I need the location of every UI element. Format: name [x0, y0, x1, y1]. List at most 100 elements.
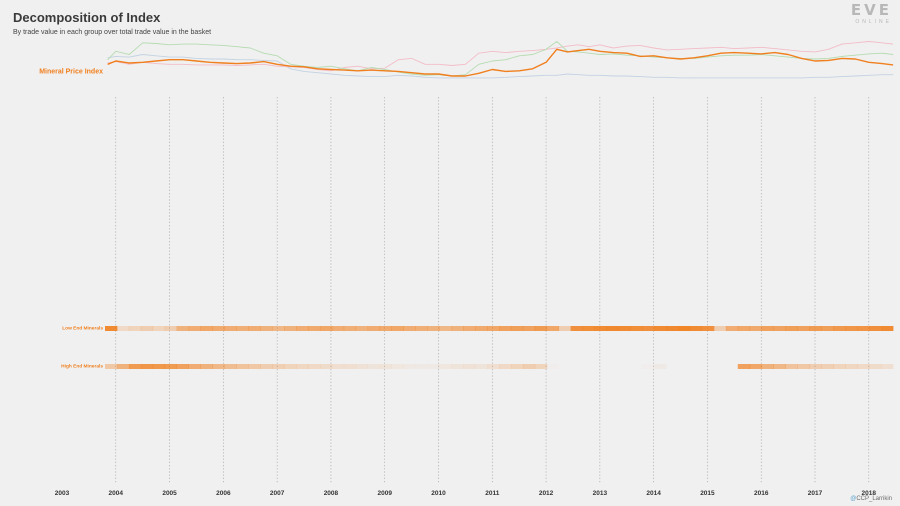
- heat-cell: [881, 326, 894, 331]
- series-point: [505, 52, 507, 53]
- heat-cell: [105, 326, 118, 331]
- series-point: [330, 65, 332, 67]
- series-point: [613, 47, 614, 49]
- series-point: [578, 51, 579, 53]
- series-point: [774, 55, 775, 57]
- series-point: [720, 55, 722, 57]
- x-tick-label: 2008: [324, 490, 339, 497]
- heat-cell: [439, 326, 452, 331]
- series-point: [532, 50, 533, 51]
- heat-cell: [284, 364, 297, 369]
- heat-cell: [499, 326, 512, 331]
- series-point: [370, 67, 372, 68]
- heat-cell: [200, 326, 213, 331]
- chart-subtitle: By trade value in each group over total …: [13, 29, 212, 36]
- series-point: [518, 76, 520, 77]
- heat-cell: [116, 326, 130, 331]
- series-point: [639, 56, 641, 57]
- series-point: [578, 50, 579, 51]
- heat-cell: [845, 364, 858, 369]
- x-tick-label: 2016: [754, 490, 769, 497]
- heat-cell: [355, 326, 369, 331]
- heat-cell: [642, 364, 654, 369]
- series-point: [344, 75, 345, 76]
- x-tick-label: 2017: [808, 490, 823, 497]
- series-point: [653, 76, 654, 78]
- heat-cell: [212, 326, 225, 331]
- heat-cell: [475, 326, 488, 331]
- series-point: [828, 76, 829, 78]
- series-point: [384, 70, 386, 72]
- logo-mark: EVE: [850, 1, 892, 19]
- series-point: [169, 63, 170, 65]
- series-point: [841, 58, 843, 59]
- heat-cell: [248, 326, 261, 331]
- series-point: [774, 48, 775, 49]
- series-point: [263, 60, 264, 61]
- series-point: [599, 50, 601, 52]
- series-point: [588, 49, 590, 50]
- series-point: [774, 77, 775, 79]
- heat-cell: [773, 364, 786, 369]
- series-point: [760, 47, 762, 48]
- series-point: [578, 74, 579, 75]
- x-tick-label: 2013: [593, 490, 608, 497]
- heat-cell: [260, 364, 273, 369]
- series-point: [707, 47, 708, 49]
- index-series-label: Mineral Price Index: [39, 69, 103, 76]
- series-point: [169, 44, 170, 46]
- heat-cell: [176, 326, 189, 331]
- series-point: [828, 60, 829, 61]
- heat-cell: [224, 364, 237, 369]
- series-point: [626, 45, 628, 47]
- heat-cell: [403, 326, 416, 331]
- series-point: [236, 65, 238, 66]
- series-point: [451, 77, 453, 79]
- series-point: [567, 73, 568, 75]
- x-tick-label: 2009: [377, 490, 392, 497]
- series-point: [142, 42, 143, 44]
- heat-cell: [833, 364, 846, 369]
- heat-cell: [702, 364, 714, 369]
- heat-cell: [534, 364, 548, 369]
- series-point: [209, 64, 211, 66]
- series-point: [734, 54, 735, 56]
- series-point: [491, 60, 493, 62]
- series-point: [828, 58, 829, 59]
- heat-cell: [522, 326, 536, 331]
- series-point: [317, 72, 318, 73]
- series-point: [196, 43, 197, 45]
- heat-cell: [713, 326, 727, 331]
- series-point: [424, 75, 426, 76]
- series-point: [567, 45, 568, 47]
- heat-cell: [749, 364, 763, 369]
- series-point: [438, 77, 439, 79]
- series-point: [801, 77, 802, 79]
- heat-cell: [833, 326, 846, 331]
- series-point: [107, 63, 109, 65]
- series-point: [588, 46, 590, 47]
- series-point: [747, 52, 749, 54]
- series-point: [182, 43, 184, 45]
- heat-cell: [164, 326, 178, 331]
- heat-cell: [116, 364, 130, 369]
- heat-cell: [785, 364, 798, 369]
- series-point: [747, 47, 749, 49]
- series-point: [370, 68, 372, 70]
- heat-cell: [367, 364, 381, 369]
- series-point: [263, 52, 264, 54]
- series-point: [209, 58, 211, 60]
- series-point: [438, 73, 439, 75]
- heat-cell: [785, 326, 798, 331]
- series-point: [196, 58, 197, 59]
- series-point: [868, 75, 870, 76]
- heat-cell: [319, 364, 333, 369]
- x-tick-label: 2004: [109, 490, 124, 497]
- series-point: [892, 64, 894, 66]
- series-point: [578, 44, 579, 46]
- series-point: [370, 69, 372, 71]
- series-point: [720, 77, 722, 79]
- heat-cell: [547, 364, 559, 369]
- heat-cell: [272, 364, 285, 369]
